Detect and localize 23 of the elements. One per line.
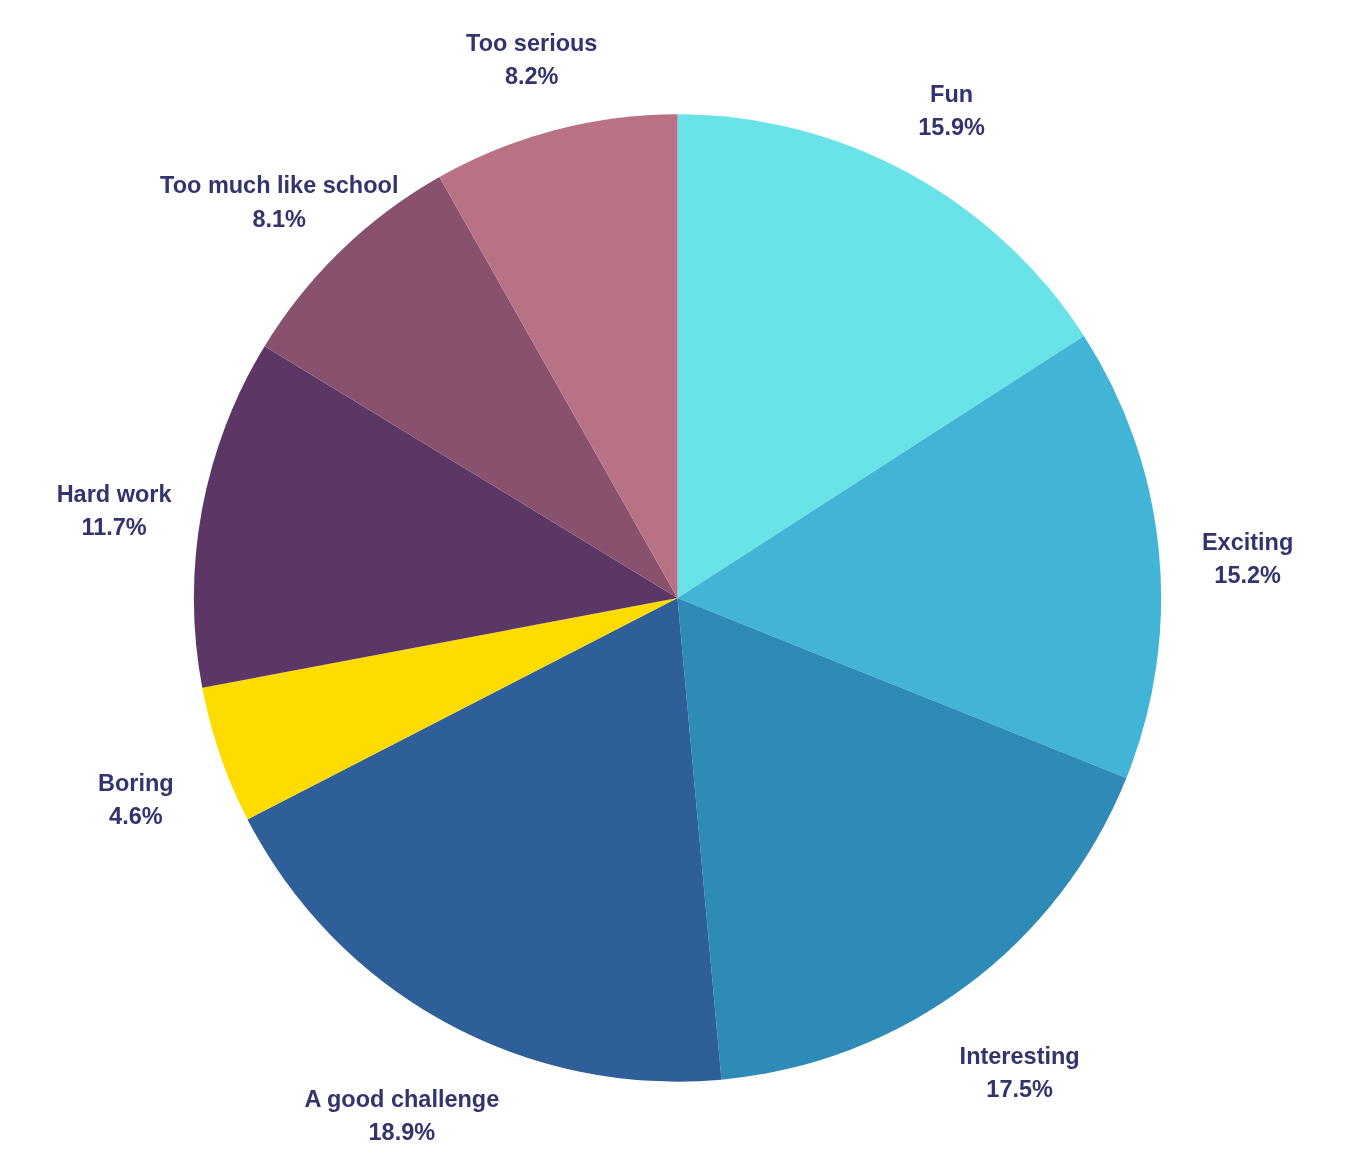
pie-slice [677, 335, 1162, 778]
data-label: 15.2% [1214, 562, 1282, 589]
data-label: 8.2% [504, 63, 559, 90]
pie-slice [202, 598, 678, 820]
pie-slice [677, 114, 1084, 598]
slice-label: Boring [98, 770, 174, 797]
slice-label: Exciting [1201, 529, 1294, 556]
data-label: 17.5% [986, 1076, 1054, 1103]
slice-label: Interesting [959, 1043, 1080, 1070]
slice-label: A good challenge [304, 1085, 500, 1112]
pie-slice [194, 346, 678, 688]
pie-slice [677, 598, 1127, 1080]
pie-slice [247, 598, 722, 1082]
slice-label: Hard work [56, 481, 173, 508]
pie-slice [439, 114, 678, 598]
slice-label: Too much like school [160, 172, 399, 199]
slice-label: Too serious [466, 29, 598, 56]
data-label: 18.9% [368, 1119, 436, 1146]
data-label: 4.6% [109, 803, 163, 830]
data-label: 8.1% [252, 205, 307, 232]
slice-label: Fun [930, 80, 974, 107]
data-label: 15.9% [918, 114, 985, 141]
data-label: 11.7% [81, 514, 147, 541]
